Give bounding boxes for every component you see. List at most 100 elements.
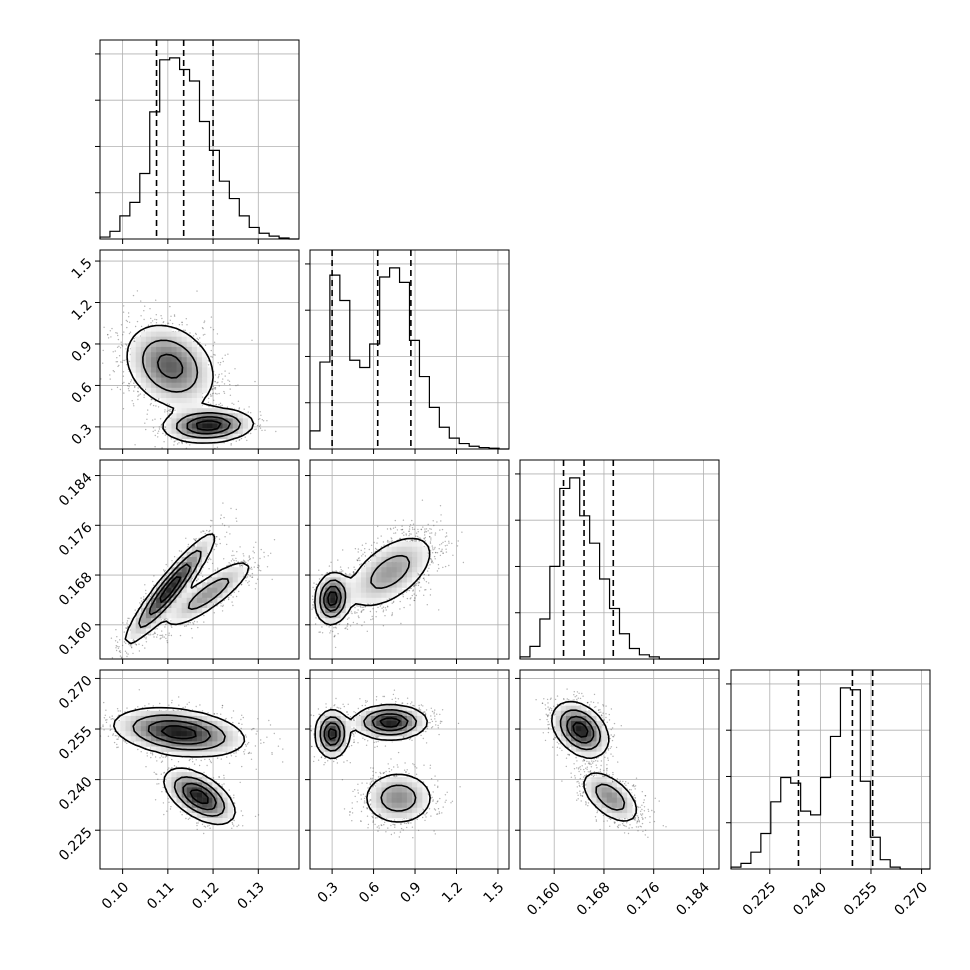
- sample-point: [210, 558, 212, 561]
- density-cell: [145, 362, 152, 368]
- sample-point: [154, 418, 156, 420]
- sample-point: [156, 636, 158, 638]
- density-cell: [161, 377, 167, 383]
- density-cell: [196, 423, 203, 429]
- density-cell: [176, 423, 182, 429]
- sample-point: [222, 360, 224, 363]
- sample-point: [207, 364, 210, 366]
- sample-point: [214, 569, 216, 571]
- density-cell: [212, 428, 218, 434]
- contour-line: [156, 353, 231, 435]
- sample-point: [223, 383, 226, 385]
- sample-point: [132, 639, 134, 642]
- sample-point: [257, 564, 259, 566]
- sample-point: [237, 384, 239, 386]
- density-cell: [140, 336, 147, 343]
- sample-point: [154, 318, 156, 321]
- sample-point: [115, 629, 117, 631]
- sample-point: [157, 430, 160, 432]
- sample-point: [199, 337, 201, 339]
- sample-point: [224, 536, 226, 538]
- sample-point: [157, 406, 160, 408]
- sample-point: [154, 429, 156, 431]
- sample-point: [195, 333, 197, 336]
- sample-point: [241, 564, 244, 566]
- density-cell: [145, 352, 152, 358]
- sample-point: [208, 530, 210, 533]
- density-cell: [207, 413, 213, 419]
- sample-point: [137, 390, 139, 393]
- sample-point: [152, 633, 154, 636]
- sample-point: [189, 444, 191, 446]
- sample-point: [223, 524, 226, 527]
- density-cell: [186, 372, 193, 378]
- sample-point: [243, 560, 246, 562]
- density-cell: [191, 423, 198, 429]
- sample-point: [231, 601, 233, 603]
- sample-point: [242, 561, 244, 563]
- density-cell: [186, 352, 193, 358]
- sample-point: [193, 545, 195, 547]
- density-cell: [176, 346, 182, 353]
- sample-point: [171, 560, 173, 562]
- sample-point: [235, 517, 237, 519]
- density-cell: [248, 418, 254, 424]
- sample-point: [115, 332, 117, 334]
- sample-point: [158, 426, 160, 428]
- sample-point: [181, 442, 183, 445]
- sample-point: [141, 600, 143, 602]
- density-cell: [156, 367, 162, 373]
- sample-point: [102, 666, 103, 667]
- density-cell: [186, 341, 193, 348]
- sample-point: [263, 551, 265, 554]
- density-cell: [196, 398, 203, 404]
- sample-point: [254, 561, 256, 564]
- sample-point: [161, 317, 163, 320]
- density-cell: [237, 413, 244, 419]
- sample-point: [147, 409, 149, 411]
- density-cell: [191, 438, 198, 445]
- density-cell: [191, 387, 198, 394]
- density-cell: [130, 341, 136, 348]
- sample-point: [222, 605, 224, 608]
- sample-point: [135, 643, 137, 646]
- density-cell: [176, 408, 182, 414]
- sample-point: [157, 436, 159, 438]
- sample-point: [261, 429, 263, 432]
- density-cell: [140, 367, 147, 373]
- sample-point: [260, 548, 262, 551]
- density-cell: [196, 413, 203, 419]
- sample-point: [116, 361, 119, 363]
- sample-point: [212, 345, 214, 347]
- sample-point: [207, 558, 210, 561]
- sample-point: [122, 334, 124, 336]
- sample-point: [178, 442, 180, 444]
- sample-point: [143, 330, 146, 332]
- contour-line: [196, 420, 222, 431]
- sample-point: [128, 386, 130, 388]
- sample-point: [118, 650, 121, 653]
- density-cell: [181, 352, 187, 358]
- density-cell: [151, 346, 157, 353]
- sample-point: [202, 327, 204, 330]
- sample-point: [188, 621, 190, 624]
- sample-point: [133, 405, 135, 407]
- sample-point: [189, 622, 192, 624]
- density-cell: [181, 392, 187, 399]
- sample-point: [184, 329, 186, 331]
- sample-point: [216, 536, 218, 538]
- sample-point: [145, 428, 147, 431]
- sample-point: [236, 551, 238, 553]
- sample-point: [216, 393, 218, 395]
- sample-point: [230, 444, 232, 446]
- sample-point: [109, 378, 111, 380]
- sample-point: [166, 410, 168, 412]
- sample-point: [128, 390, 130, 392]
- density-cell: [217, 408, 223, 414]
- density-cell: [135, 341, 142, 348]
- sample-point: [156, 634, 159, 636]
- sample-point: [213, 548, 216, 551]
- sample-point: [252, 550, 254, 552]
- sample-point: [126, 622, 128, 624]
- density-cell: [202, 352, 208, 358]
